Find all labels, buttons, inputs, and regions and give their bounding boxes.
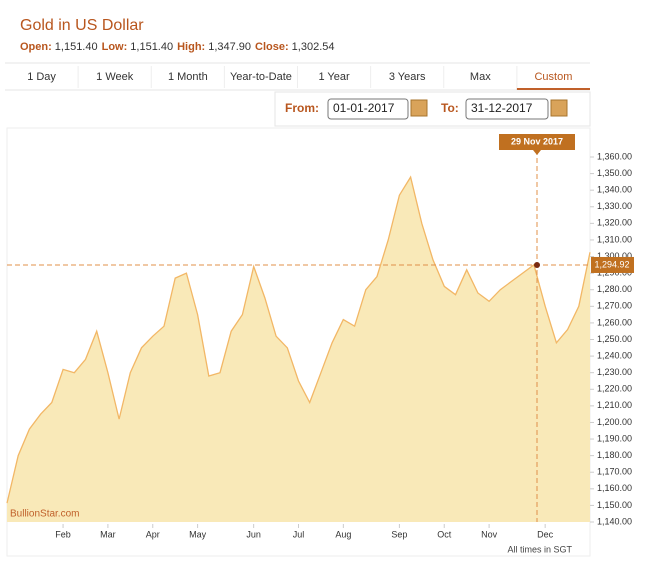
tab[interactable]: 1 Month	[168, 71, 208, 83]
x-tick-label: Dec	[537, 529, 554, 539]
from-label: From:	[285, 101, 319, 115]
y-tick-label: 1,150.00	[597, 500, 632, 510]
date-tooltip	[499, 134, 575, 150]
x-tick-label: Jul	[293, 529, 305, 539]
x-tick-label: May	[189, 529, 207, 539]
tab[interactable]: 1 Week	[96, 71, 134, 83]
to-date[interactable]: 31-12-2017	[471, 101, 533, 115]
stat-value: 1,347.90	[208, 41, 251, 53]
to-input[interactable]	[465, 98, 549, 120]
from-date[interactable]: 01-01-2017	[333, 101, 395, 115]
x-tick-label: Nov	[481, 529, 498, 539]
y-tick-label: 1,360.00	[597, 151, 632, 161]
y-tick-label: 1,230.00	[597, 367, 632, 377]
from-input[interactable]	[327, 98, 409, 120]
tab[interactable]: Custom	[534, 71, 572, 83]
date-tooltip-label: 29 Nov 2017	[511, 136, 563, 146]
stat-label: High:	[177, 41, 205, 53]
tab[interactable]: Year-to-Date	[230, 71, 292, 83]
y-tick-label: 1,350.00	[597, 168, 632, 178]
x-tick-label: Sep	[391, 529, 407, 539]
to-label: To:	[441, 101, 459, 115]
y-tick-label: 1,280.00	[597, 284, 632, 294]
stat-label: Open:	[20, 41, 52, 53]
stat-label: Low:	[102, 41, 128, 53]
y-tick-label: 1,240.00	[597, 350, 632, 360]
footnote: All times in SGT	[507, 544, 572, 554]
x-tick-label: Feb	[55, 529, 71, 539]
y-tick-label: 1,210.00	[597, 400, 632, 410]
y-tick-label: 1,330.00	[597, 201, 632, 211]
tab[interactable]: 1 Year	[318, 71, 350, 83]
stat-value: 1,302.54	[292, 41, 335, 53]
calendar-icon[interactable]	[410, 99, 428, 117]
price-line	[6, 175, 591, 504]
date-tooltip-arrow	[533, 150, 541, 155]
x-tick-label: Oct	[437, 529, 452, 539]
y-tick-label: 1,170.00	[597, 467, 632, 477]
stat-value: 1,151.40	[130, 41, 173, 53]
calendar-icon[interactable]	[550, 99, 568, 117]
tabs: 1 Day 1 Week 1 Month Year-to-Date 1 Year 3 Ye…	[27, 66, 590, 90]
stat-value: 1,151.40	[55, 41, 98, 53]
y-tick-label: 1,250.00	[597, 334, 632, 344]
y-tick-label: 1,340.00	[597, 185, 632, 195]
x-tick-label: Mar	[100, 529, 116, 539]
value-tooltip	[591, 256, 634, 273]
y-tick-label: 1,270.00	[597, 301, 632, 311]
y-tick-label: 1,190.00	[597, 433, 632, 443]
y-tick-label: 1,140.00	[597, 516, 632, 526]
tab[interactable]: Max	[470, 71, 491, 83]
tab-underline	[516, 88, 590, 90]
y-tick-label: 1,180.00	[597, 450, 632, 460]
x-tick-label: Jun	[246, 529, 261, 539]
y-tick-label: 1,320.00	[597, 218, 632, 228]
y-tick-label: 1,310.00	[597, 234, 632, 244]
watermark: BullionStar.com	[10, 509, 79, 520]
stat-label: Close:	[255, 41, 289, 53]
y-tick-label: 1,220.00	[597, 384, 632, 394]
x-tick-label: Aug	[335, 529, 351, 539]
x-tick-label: Apr	[146, 529, 160, 539]
tab[interactable]: 3 Years	[389, 71, 426, 83]
plot: 1,140.00 1,150.00 1,160.00 1,170.00 1,180.00…	[6, 127, 634, 557]
title: Gold in US Dollar	[20, 17, 144, 34]
value-tooltip-label: 1,294.92	[594, 259, 629, 269]
y-tick-label: 1,160.00	[597, 483, 632, 493]
y-tick-label: 1,260.00	[597, 317, 632, 327]
area-fill	[7, 177, 590, 522]
y-tick-label: 1,300.00	[597, 251, 632, 261]
crosshair-point	[534, 261, 540, 268]
tab[interactable]: 1 Day	[27, 71, 56, 83]
stats: Open: 1,151.40 Low: 1,151.40 High: 1,347.90 Cl…	[20, 41, 335, 53]
y-tick-label: 1,200.00	[597, 417, 632, 427]
